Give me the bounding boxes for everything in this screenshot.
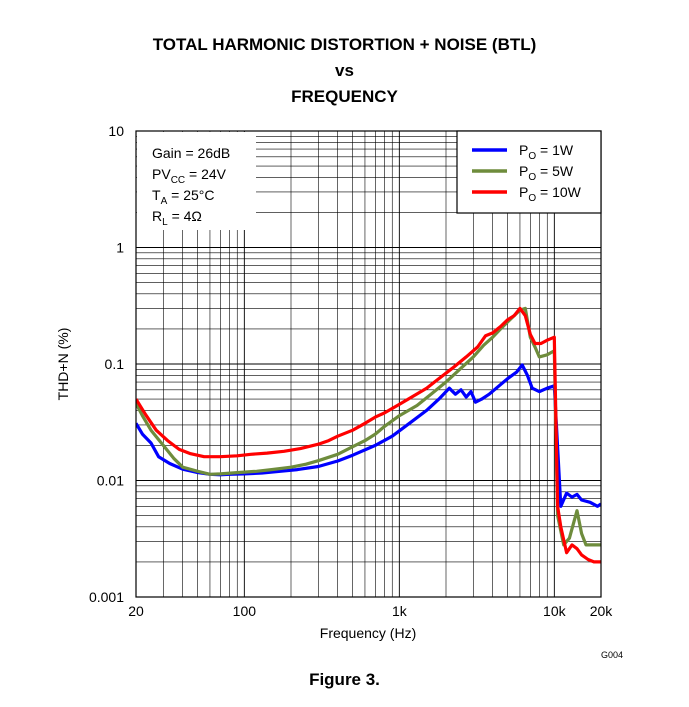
series-line-3 [136, 306, 601, 564]
chart-title-line-1: TOTAL HARMONIC DISTORTION + NOISE (BTL) [152, 35, 537, 54]
y-tick-label: 0.001 [89, 589, 124, 605]
legend-label-3: PO = 10W [519, 184, 582, 204]
y-tick-label: 10 [108, 123, 124, 139]
condition-line: TA = 25°C [152, 187, 214, 207]
y-tick-labels: 10 1 0.1 0.01 0.001 [89, 123, 124, 605]
figure-caption: Figure 3. [309, 670, 380, 689]
plot-frame [135, 130, 602, 598]
y-tick-label: 1 [116, 240, 124, 256]
x-tick-label: 20k [590, 603, 614, 619]
x-tick-labels: 20 100 1k 10k 20k [128, 603, 613, 619]
x-tick-label: 20 [128, 603, 144, 619]
condition-line: Gain = 26dB [152, 145, 230, 161]
legend-label-2: PO = 5W [519, 163, 574, 183]
condition-line: PVCC = 24V [152, 166, 227, 186]
series-lines [136, 306, 601, 564]
x-tick-label: 10k [543, 603, 567, 619]
y-tick-label: 0.01 [97, 473, 124, 489]
x-tick-label: 100 [233, 603, 257, 619]
legend-label-1: PO = 1W [519, 142, 574, 162]
y-tick-label: 0.1 [105, 356, 125, 372]
figure-id-label: G004 [601, 650, 623, 660]
chart-title-line-3: FREQUENCY [291, 87, 398, 106]
x-tick-label: 1k [392, 603, 408, 619]
chart-title-line-2: vs [335, 61, 354, 80]
series-line-2 [136, 306, 601, 547]
x-axis-label: Frequency (Hz) [320, 625, 416, 641]
condition-line: RL = 4Ω [152, 208, 202, 228]
series-line-1 [136, 363, 601, 508]
y-axis-label: THD+N (%) [55, 328, 71, 401]
conditions-background [137, 132, 256, 230]
